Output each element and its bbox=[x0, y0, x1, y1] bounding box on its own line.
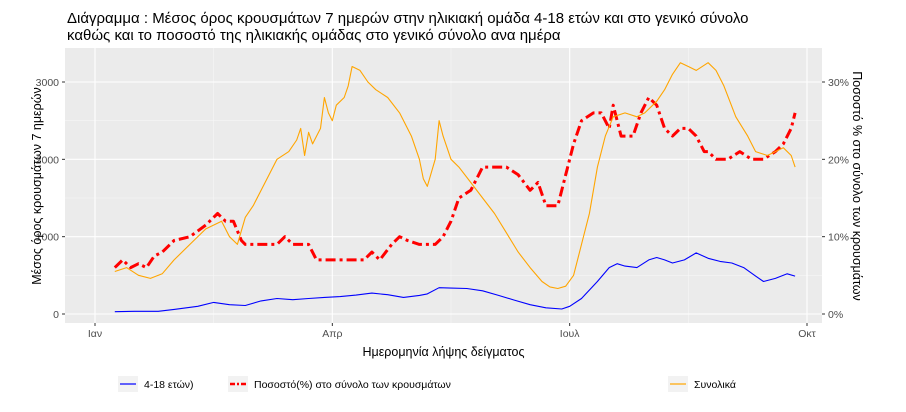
y-tick-label: 1000 bbox=[36, 232, 60, 244]
y-right-tick-label: 30% bbox=[828, 77, 849, 89]
y-tick-label: 2000 bbox=[36, 154, 60, 166]
x-tick-label: Απρ bbox=[322, 328, 342, 340]
y-right-tick-label: 0% bbox=[828, 309, 843, 321]
y-right-tick-label: 20% bbox=[828, 154, 849, 166]
series-total-line bbox=[114, 62, 796, 290]
x-tick-label: Ιουλ bbox=[560, 328, 580, 340]
y-tick-label: 0 bbox=[53, 309, 59, 321]
y-right-tick-label: 10% bbox=[828, 232, 849, 244]
x-axis-label: Ημερομηνία λήψης δείγματος bbox=[362, 345, 524, 359]
y-right-axis-label: Ποσοστό % στο σύνολο των κρουσμάτων bbox=[850, 71, 864, 301]
y-tick-label: 3000 bbox=[36, 77, 60, 89]
chart-title-line-2: καθώς και το ποσοστό της ηλικιακής ομάδα… bbox=[67, 27, 561, 44]
x-tick-label: Ιαν bbox=[88, 328, 102, 340]
series-percentage-line bbox=[113, 96, 797, 270]
series-4-18-line bbox=[114, 252, 796, 313]
y-axis-label: Μέσος όρος κρουσμάτων 7 ημερών bbox=[30, 87, 44, 284]
legend-item-percentage-label: Ποσοστό(%) στο σύνολο των κρουσμάτων bbox=[254, 379, 451, 391]
plot-panel bbox=[65, 48, 822, 323]
x-tick-label: Οκτ bbox=[798, 328, 816, 340]
chart-title-line-1: Διάγραμμα : Μέσος όρος κρουσμάτων 7 ημερ… bbox=[67, 10, 749, 27]
legend-item-4-18-label: 4-18 ετών) bbox=[144, 379, 194, 391]
legend-item-total-label: Συνολικά bbox=[694, 379, 736, 391]
